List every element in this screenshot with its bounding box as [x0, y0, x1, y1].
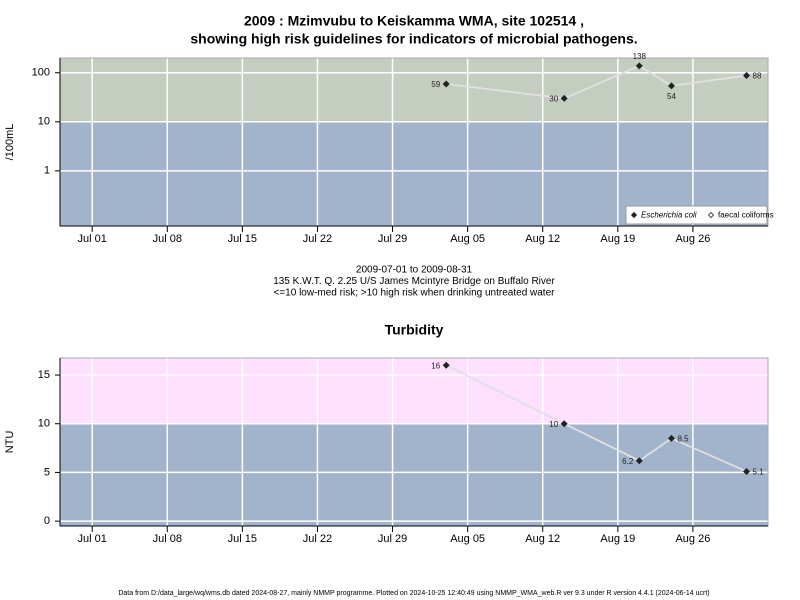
chart-title: showing high risk guidelines for indicat…: [190, 31, 637, 47]
low-risk-band: [60, 423, 768, 526]
x-tick-label: Aug 26: [675, 533, 710, 545]
data-point: [442, 80, 450, 88]
data-point: [560, 94, 568, 102]
data-point: [635, 457, 643, 465]
y-axis-label: NTU: [4, 431, 16, 454]
x-tick-label: Jul 22: [303, 233, 332, 245]
y-tick-label: 1: [44, 165, 50, 177]
x-tick-label: Jul 29: [378, 233, 407, 245]
y-tick-label: 10: [38, 418, 50, 430]
legend-marker: [630, 211, 638, 219]
data-point: [442, 361, 450, 369]
data-label: 5.1: [753, 468, 765, 477]
data-label: 10: [549, 420, 558, 429]
chart-title: 2009 : Mzimvubu to Keiskamma WMA, site 1…: [244, 13, 584, 29]
legend-marker: [707, 211, 715, 219]
data-label: 59: [431, 80, 440, 89]
x-tick-label: Jul 08: [153, 533, 182, 545]
data-point: [743, 467, 751, 475]
caption: 135 K.W.T. Q. 2.25 U/S James Mcintyre Br…: [273, 276, 555, 287]
y-tick-label: 100: [32, 67, 50, 79]
x-tick-label: Jul 22: [303, 533, 332, 545]
data-point: [667, 434, 675, 442]
x-tick-label: Aug 05: [450, 533, 485, 545]
data-label: 30: [549, 95, 558, 104]
data-label: 138: [633, 52, 647, 61]
x-tick-label: Jul 15: [228, 533, 257, 545]
y-axis-label: /100mL: [4, 124, 16, 161]
x-tick-label: Aug 12: [525, 533, 560, 545]
data-label: 6.2: [622, 457, 634, 466]
x-tick-label: Jul 15: [228, 233, 257, 245]
high-risk-band: [60, 358, 768, 424]
legend-label: Escherichia coli: [641, 211, 697, 220]
x-tick-label: Aug 05: [450, 233, 485, 245]
x-tick-label: Aug 12: [525, 233, 560, 245]
footer: Data from D:/data_large/wq/wms.db dated …: [118, 590, 709, 597]
x-tick-label: Jul 01: [78, 533, 107, 545]
data-point: [743, 71, 751, 79]
y-tick-label: 0: [44, 515, 50, 527]
caption: <=10 low-med risk; >10 high risk when dr…: [274, 288, 556, 299]
y-tick-label: 10: [38, 116, 50, 128]
x-tick-label: Jul 01: [78, 233, 107, 245]
legend-box: [625, 205, 768, 225]
y-tick-label: 5: [44, 466, 50, 478]
x-tick-label: Aug 19: [600, 233, 635, 245]
legend-label: faecal coliforms: [718, 211, 774, 220]
x-tick-label: Aug 26: [675, 233, 710, 245]
data-label: 8.5: [677, 434, 689, 443]
caption: 2009-07-01 to 2009-08-31: [356, 265, 473, 276]
x-tick-label: Aug 19: [600, 533, 635, 545]
data-label: 88: [753, 72, 762, 81]
data-point: [560, 420, 568, 428]
x-tick-label: Jul 29: [378, 533, 407, 545]
chart-title: Turbidity: [385, 322, 444, 338]
data-point: [667, 82, 675, 90]
x-tick-label: Jul 08: [153, 233, 182, 245]
data-point: [635, 62, 643, 70]
data-label: 16: [431, 361, 440, 370]
high-risk-band: [60, 58, 768, 122]
data-label: 54: [667, 92, 676, 101]
y-tick-label: 15: [38, 369, 50, 381]
